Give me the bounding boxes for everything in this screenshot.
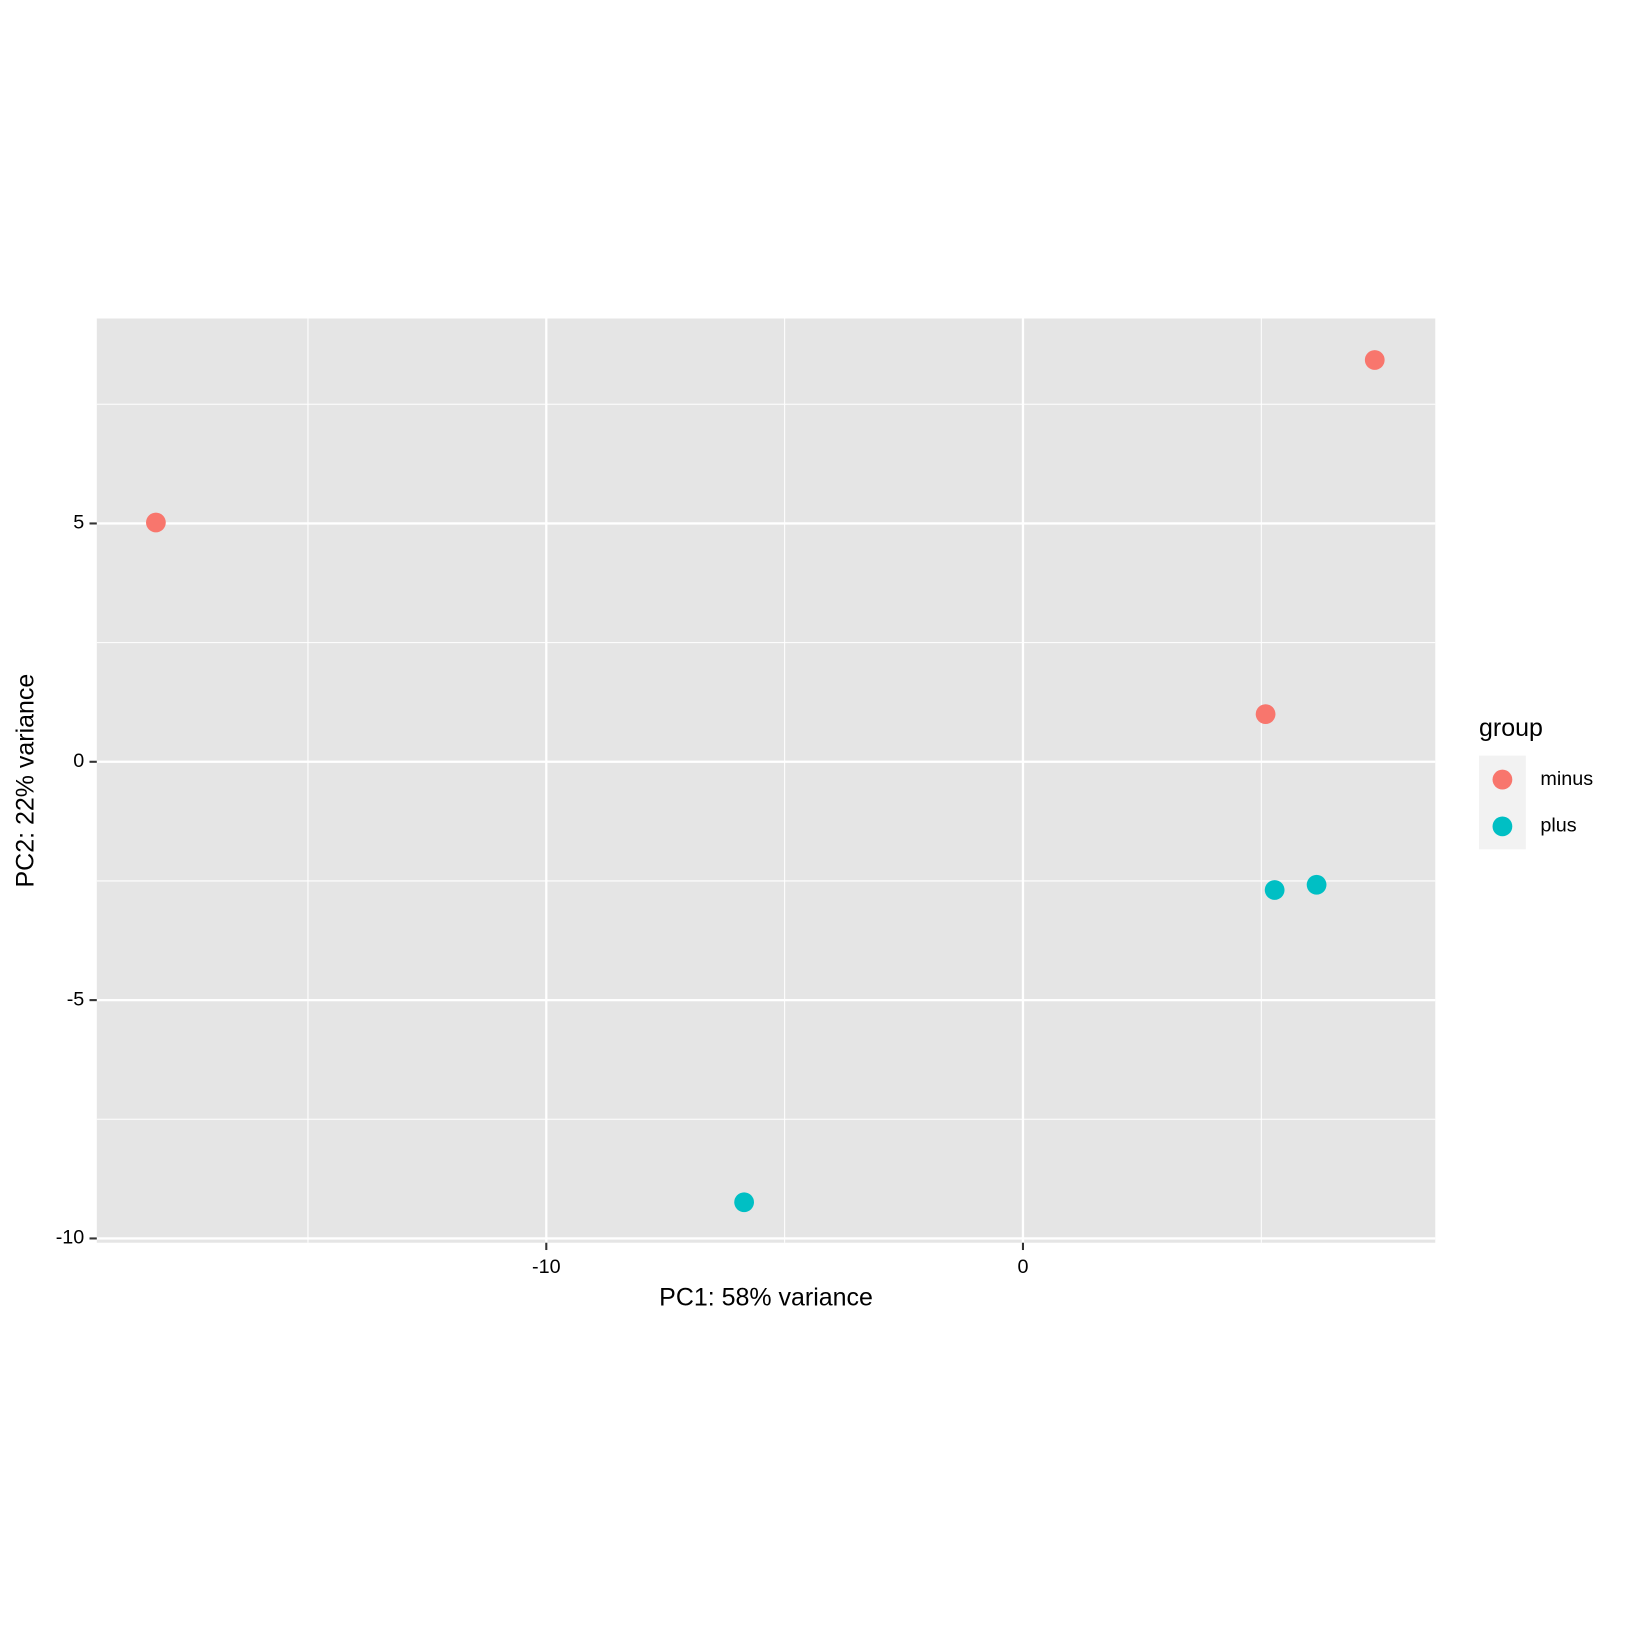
y-tick-label: -10 [56, 1227, 85, 1249]
legend-label: plus [1540, 815, 1576, 837]
y-tick-label: 0 [73, 750, 84, 772]
y-tick-label: -5 [67, 988, 85, 1010]
legend-key [1492, 769, 1513, 790]
point [1306, 874, 1327, 895]
point [1364, 350, 1385, 370]
legend-key [1492, 816, 1513, 837]
point [1255, 704, 1276, 725]
y-tick-label: 5 [73, 512, 84, 534]
point [146, 512, 166, 533]
x-tick-label: -10 [532, 1256, 561, 1278]
x-tick-label: 0 [1017, 1256, 1028, 1278]
point [1264, 880, 1285, 900]
legend-title: group [1479, 714, 1543, 742]
panel [96, 318, 1436, 1243]
legend-label: minus [1540, 768, 1593, 790]
point [734, 1192, 755, 1213]
y-axis-title: PC2: 22% variance [12, 674, 40, 888]
x-axis-title: PC1: 58% variance [659, 1284, 873, 1312]
